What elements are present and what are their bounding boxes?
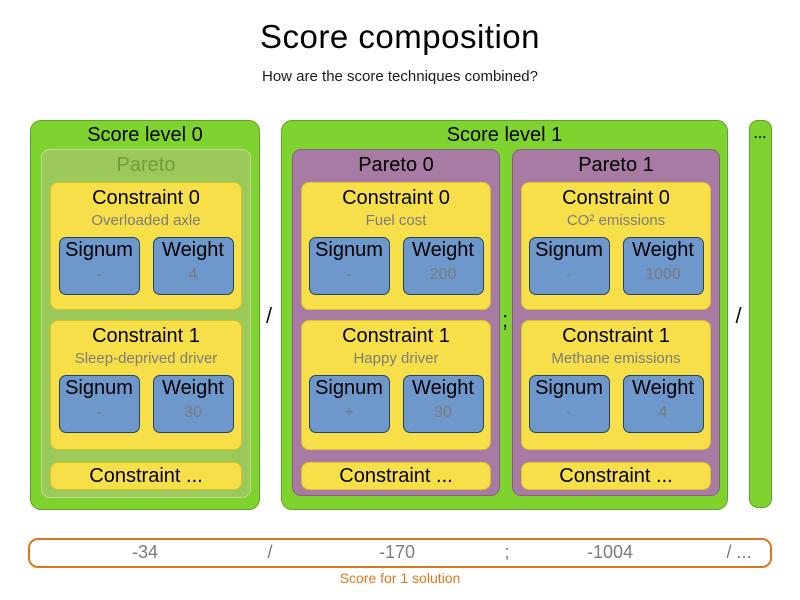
weight-chip: Weight 4 [152,237,234,295]
score-level-0-box: Score level 0 Pareto Constraint 0 Overlo… [30,120,260,510]
constraint-name: Sleep-deprived driver [74,350,218,367]
score-separator-semicolon: ; [504,542,510,562]
constraint-card: Constraint 1 Happy driver Signum + Weigh… [301,320,491,450]
constraint-more-bar: Constraint ... [521,462,711,490]
signum-label: Signum [535,239,603,261]
weight-label: Weight [412,239,474,261]
signum-chip: Signum - [58,237,140,295]
signum-value: - [96,404,102,421]
score-separator-slash: / [267,542,273,562]
constraint-more-bar: Constraint ... [301,462,491,490]
constraint-name: CO² emissions [566,212,666,229]
score-value-pareto0: -170 [378,542,416,562]
pareto-0-group: Pareto 0 Constraint 0 Fuel cost Signum -… [292,149,500,496]
score-caption: Score for 1 solution [339,570,461,586]
signum-label: Signum [315,377,383,399]
signum-value: + [344,404,354,421]
signum-label: Signum [65,239,133,261]
pareto-group-label: Pareto [116,154,176,176]
weight-value: 30 [184,404,202,421]
weight-value: 200 [429,266,457,283]
signum-value: - [96,266,102,283]
signum-value: - [566,266,572,283]
constraint-title: Constraint 1 [92,325,200,347]
weight-chip: Weight 1000 [622,237,704,295]
more-levels-strip: ... [749,120,772,508]
constraint-card: Constraint 1 Methane emissions Signum - … [521,320,711,450]
signum-chip: Signum - [528,237,610,295]
score-level-1-box: Score level 1 Pareto 0 Constraint 0 Fuel… [281,120,728,510]
constraint-title: Constraint 0 [92,187,200,209]
weight-value: 4 [658,404,668,421]
constraint-card: Constraint 0 CO² emissions Signum - Weig… [521,182,711,310]
constraint-title: Constraint 1 [562,325,670,347]
signum-chip: Signum - [58,375,140,433]
pareto-group: Pareto Constraint 0 Overloaded axle Sign… [41,149,251,498]
weight-chip: Weight 200 [402,237,484,295]
separator-slash-2: / [735,303,742,328]
pareto-0-label: Pareto 0 [358,154,434,176]
score-level-0-label: Score level 0 [87,124,203,146]
page-subtitle: How are the score techniques combined? [262,68,538,85]
signum-value: - [566,404,572,421]
page-title: Score composition [260,18,540,55]
pareto-1-label: Pareto 1 [578,154,654,176]
signum-chip: Signum + [308,375,390,433]
score-separator-more: / ... [726,542,752,562]
constraint-card: Constraint 1 Sleep-deprived driver Signu… [50,320,242,450]
chip-row: Signum - Weight 4 [522,375,710,433]
pareto-1-group: Pareto 1 Constraint 0 CO² emissions Sign… [512,149,720,496]
weight-label: Weight [412,377,474,399]
constraint-name: Happy driver [353,350,439,367]
weight-label: Weight [162,239,224,261]
weight-chip: Weight 30 [402,375,484,433]
score-level-1-label: Score level 1 [446,124,563,146]
chip-row: Signum - Weight 30 [51,375,241,433]
separator-slash-1: / [265,303,273,328]
weight-value: 4 [188,266,198,283]
constraint-card: Constraint 0 Overloaded axle Signum - We… [50,182,242,310]
weight-label: Weight [162,377,224,399]
separator-semicolon: ; [501,307,509,332]
weight-value: 30 [434,404,452,421]
constraint-more-bar: Constraint ... [50,462,242,490]
weight-chip: Weight 30 [152,375,234,433]
signum-chip: Signum - [308,237,390,295]
chip-row: Signum + Weight 30 [302,375,490,433]
chip-row: Signum - Weight 1000 [522,237,710,295]
constraint-title: Constraint 0 [562,187,670,209]
signum-label: Signum [535,377,603,399]
signum-label: Signum [65,377,133,399]
score-value-pareto1: -1004 [586,542,634,562]
weight-value: 1000 [645,266,681,283]
weight-chip: Weight 4 [622,375,704,433]
constraint-name: Methane emissions [551,350,681,367]
chip-row: Signum - Weight 4 [51,237,241,295]
chip-row: Signum - Weight 200 [302,237,490,295]
score-value-level0: -34 [131,542,158,562]
weight-label: Weight [632,377,694,399]
constraint-title: Constraint 1 [342,325,450,347]
constraint-title: Constraint 0 [342,187,450,209]
score-bar: -34 / -170 ; -1004 / ... [28,538,772,568]
signum-value: - [346,266,352,283]
weight-label: Weight [632,239,694,261]
signum-label: Signum [315,239,383,261]
constraint-name: Fuel cost [365,212,427,229]
ellipsis-label: ... [753,127,767,141]
constraint-name: Overloaded axle [91,212,201,229]
signum-chip: Signum - [528,375,610,433]
constraint-card: Constraint 0 Fuel cost Signum - Weight 2… [301,182,491,310]
